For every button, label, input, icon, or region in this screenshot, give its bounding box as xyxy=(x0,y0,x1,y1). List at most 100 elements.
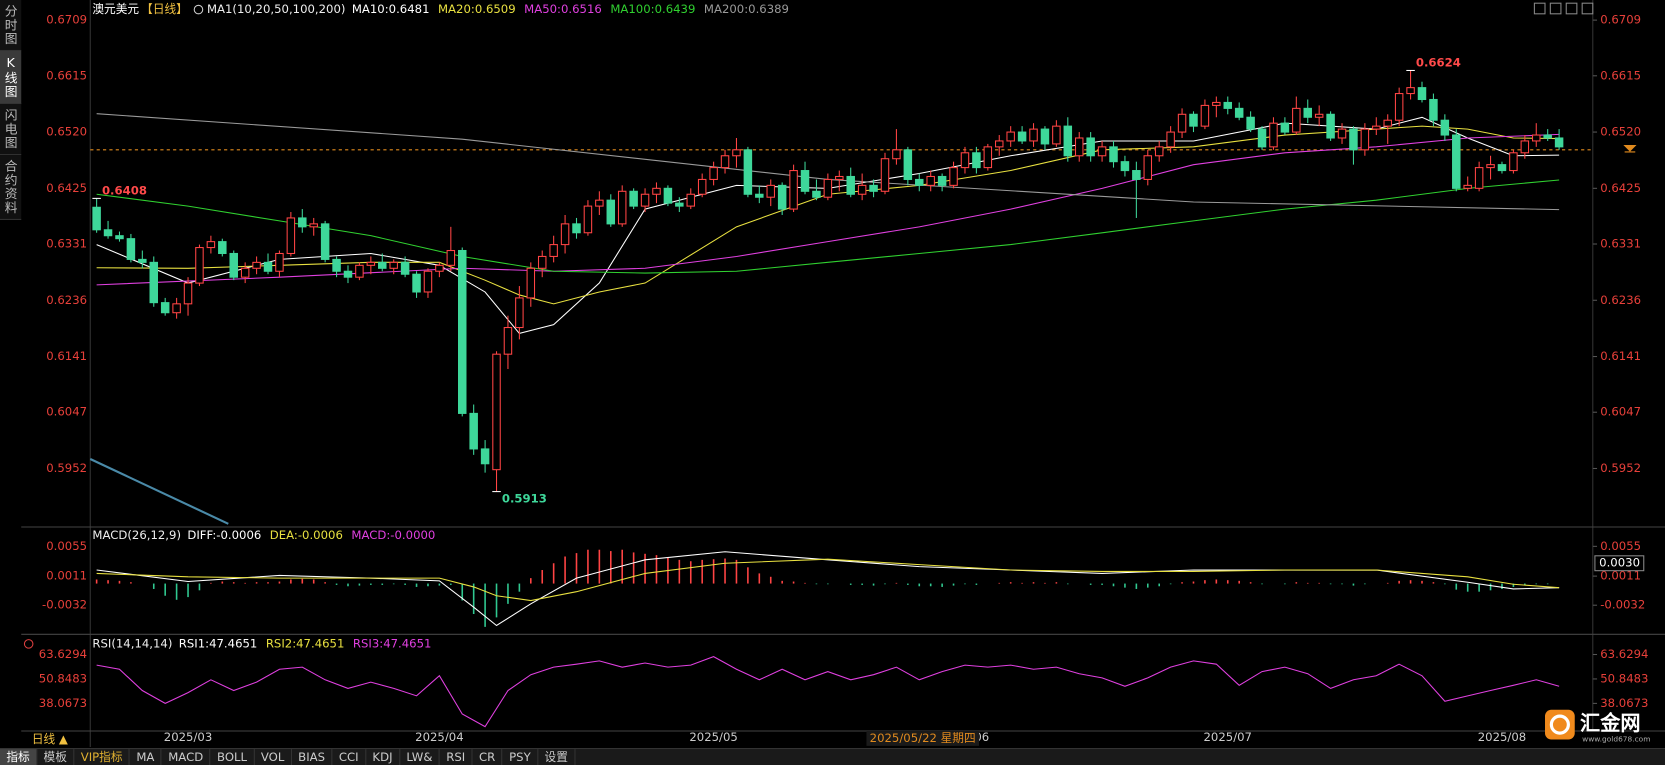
indicator-tab[interactable]: VOL xyxy=(255,749,292,765)
y-tick-label: 0.6615 xyxy=(46,68,87,82)
candle-body xyxy=(949,167,958,186)
candle-body xyxy=(1292,107,1301,133)
icon[interactable] xyxy=(1549,2,1562,15)
ma-line xyxy=(96,125,1560,305)
y-tick-label: 63.6294 xyxy=(1600,647,1648,661)
candle-body xyxy=(1120,161,1130,172)
y-tick-label: 0.6047 xyxy=(1600,405,1641,419)
indicator-tab[interactable]: 设置 xyxy=(538,749,576,765)
candle-body xyxy=(983,146,993,169)
indicator-tab[interactable]: LW& xyxy=(400,749,440,765)
candle-body xyxy=(526,267,536,299)
candle-body xyxy=(1246,116,1255,130)
indicator-tab[interactable]: RSI xyxy=(440,749,473,765)
candle-body xyxy=(1052,125,1061,145)
candle-body xyxy=(1029,128,1038,142)
candle-body xyxy=(320,223,330,260)
candle-body xyxy=(1097,146,1107,157)
candle-body xyxy=(606,199,616,225)
indicator-tab[interactable]: MACD xyxy=(162,749,211,765)
legend-entry: MA50:0.6516 xyxy=(524,2,602,16)
candle-body xyxy=(697,178,707,195)
icon[interactable] xyxy=(1581,2,1594,15)
icon[interactable] xyxy=(1533,2,1546,15)
indicator-label: RSI(14,14,14) xyxy=(92,636,172,650)
y-tick-label: 0.6615 xyxy=(1600,68,1641,82)
y-tick-label: -0.0032 xyxy=(42,598,87,612)
candle-body xyxy=(1349,128,1358,151)
candle-body xyxy=(903,149,913,180)
ma-line xyxy=(96,133,1560,286)
candle-body xyxy=(1326,113,1335,139)
candle-body xyxy=(263,261,273,272)
candle-body xyxy=(1520,140,1530,154)
candle-body xyxy=(1429,98,1438,121)
candle-body xyxy=(777,184,787,210)
indicator-tab[interactable]: BOLL xyxy=(211,749,255,765)
side-tab[interactable]: 分时图 xyxy=(0,0,22,51)
candle-body xyxy=(835,175,844,180)
candle-body xyxy=(218,241,227,255)
icon[interactable] xyxy=(1565,2,1578,15)
settings-icon[interactable] xyxy=(23,639,34,649)
indicator-tab[interactable]: KDJ xyxy=(366,749,400,765)
candle-body xyxy=(800,170,810,192)
y-tick-label: 0.0011 xyxy=(1600,569,1641,583)
indicator-tab[interactable]: CR xyxy=(473,749,503,765)
candle-body xyxy=(755,193,764,198)
candle-body xyxy=(743,149,753,195)
candle-body xyxy=(732,149,741,157)
side-tabs: 分时图 K线图 闪电图 合约资料 xyxy=(0,0,22,220)
side-tab[interactable]: 合约资料 xyxy=(0,155,22,220)
y-tick-label: 0.6236 xyxy=(1600,293,1641,307)
y-tick-label: 0.6520 xyxy=(46,125,87,139)
indicator-label: MA1(10,20,50,100,200) xyxy=(207,2,346,16)
x-tick-label: 2025/05 xyxy=(689,730,737,744)
x-tick-label: 2025/03 xyxy=(164,730,212,744)
indicator-tab[interactable]: 模板 xyxy=(37,749,75,765)
candle-body xyxy=(1474,167,1484,189)
annotation-label: 0.6408 xyxy=(102,183,147,197)
indicator-tab[interactable]: MA xyxy=(130,749,162,765)
candle-body xyxy=(1234,107,1244,118)
candle-body xyxy=(400,261,410,275)
logo-url: www.gold678.com xyxy=(1582,734,1650,743)
chart-title: 澳元美元 xyxy=(92,2,139,16)
candle-body xyxy=(195,247,204,284)
candle-body xyxy=(480,448,490,465)
candle-body xyxy=(937,175,947,186)
candle-body xyxy=(138,258,147,263)
y-tick-label: 0.6709 xyxy=(1600,13,1641,27)
candle-body xyxy=(286,217,296,255)
indicator-tab[interactable]: PSY xyxy=(503,749,539,765)
candle-body xyxy=(1303,107,1312,118)
legend-entry: RSI3:47.4651 xyxy=(353,636,432,650)
candle-body xyxy=(823,178,833,198)
indicator-tab[interactable]: VIP指标 xyxy=(74,749,130,765)
candle-body xyxy=(1372,125,1381,130)
candle-body xyxy=(617,190,627,225)
y-tick-label: 0.6331 xyxy=(1600,237,1641,251)
legend-entry: MA100:0.6439 xyxy=(610,2,695,16)
candle-body xyxy=(1063,125,1073,157)
value-marker-box xyxy=(1594,555,1645,572)
indicator-tab[interactable]: BIAS xyxy=(292,749,333,765)
candle-body xyxy=(595,199,604,207)
side-tab[interactable]: 闪电图 xyxy=(0,104,22,156)
candle-body xyxy=(149,261,159,304)
candle-body xyxy=(1543,134,1552,139)
side-tab[interactable]: K线图 xyxy=(0,51,22,105)
candle-body xyxy=(1166,131,1175,148)
indicator-tab[interactable]: 指标 xyxy=(0,749,38,765)
indicator-tab[interactable]: CCI xyxy=(332,749,367,765)
candle-body xyxy=(1132,170,1141,180)
value-marker-label: 0.0030 xyxy=(1599,556,1640,570)
candle-body xyxy=(1463,184,1472,189)
candle-body xyxy=(1040,128,1050,145)
candle-body xyxy=(1280,122,1290,133)
candle-body xyxy=(1017,131,1027,142)
y-tick-label: 38.0673 xyxy=(1600,696,1648,710)
period-button[interactable]: 日线 ▲ xyxy=(32,732,68,746)
legend-entry: MA20:0.6509 xyxy=(438,2,516,16)
